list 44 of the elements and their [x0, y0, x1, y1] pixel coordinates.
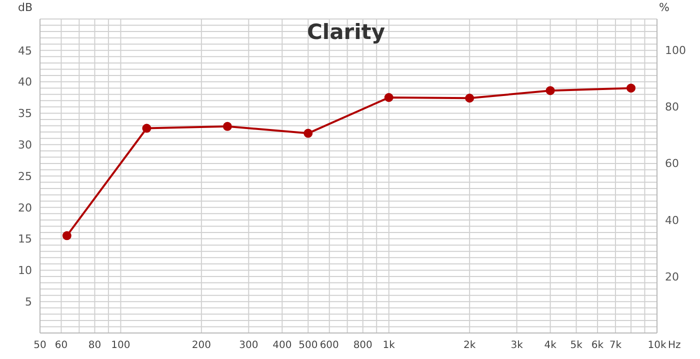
y2-axis-title: %	[659, 1, 670, 14]
y2-tick-label: 80	[665, 100, 679, 114]
y2-tick-label: 40	[665, 214, 679, 227]
point	[304, 128, 313, 138]
x-tick-label: 400	[272, 340, 292, 352]
x-tick-label: 7k	[609, 340, 622, 352]
x-tick-label: 500	[298, 340, 318, 352]
point	[222, 122, 232, 131]
x-axis-title: Hz	[668, 340, 681, 351]
x-tick-label: 1k	[382, 340, 396, 352]
x-tick-label: 100	[111, 340, 130, 352]
y-tick-label: 30	[18, 138, 32, 152]
point	[465, 94, 474, 103]
point	[626, 84, 636, 93]
x-tick-label: 3k	[510, 340, 524, 352]
y2-tick-label: 60	[665, 157, 679, 170]
y-tick-label: 45	[18, 44, 32, 58]
y2-tick-label: 20	[665, 270, 679, 284]
y-tick-label: 10	[18, 264, 32, 278]
x-tick-label: 600	[320, 340, 339, 352]
point	[384, 93, 394, 102]
x-tick-label: 10k	[648, 340, 666, 352]
y-tick-label: 25	[18, 170, 32, 183]
x-tick-label: 4k	[544, 340, 557, 352]
y-tick-label: 20	[18, 201, 32, 214]
x-tick-label: 300	[239, 340, 258, 352]
x-tick-label: 800	[353, 340, 372, 352]
y-tick-label: 15	[18, 232, 32, 246]
y-tick-label: 35	[18, 107, 32, 120]
y-axis-title: dB	[18, 1, 33, 14]
point	[62, 231, 72, 240]
x-tick-label: 200	[192, 340, 211, 352]
x-tick-label: 60	[54, 340, 68, 352]
point	[546, 86, 555, 96]
x-tick-label: 6k	[591, 340, 604, 352]
y2-tick-label: 100	[665, 44, 686, 58]
y-tick-label: 40	[18, 76, 32, 89]
x-tick-label: 80	[88, 340, 102, 352]
x-tick-label: 2k	[464, 340, 476, 352]
x-tick-label: 5k	[570, 340, 583, 352]
y-tick-label: 5	[25, 296, 32, 309]
chart-title: Clarity	[306, 20, 386, 44]
point	[142, 124, 152, 133]
x-tick-label: 50	[34, 340, 46, 352]
